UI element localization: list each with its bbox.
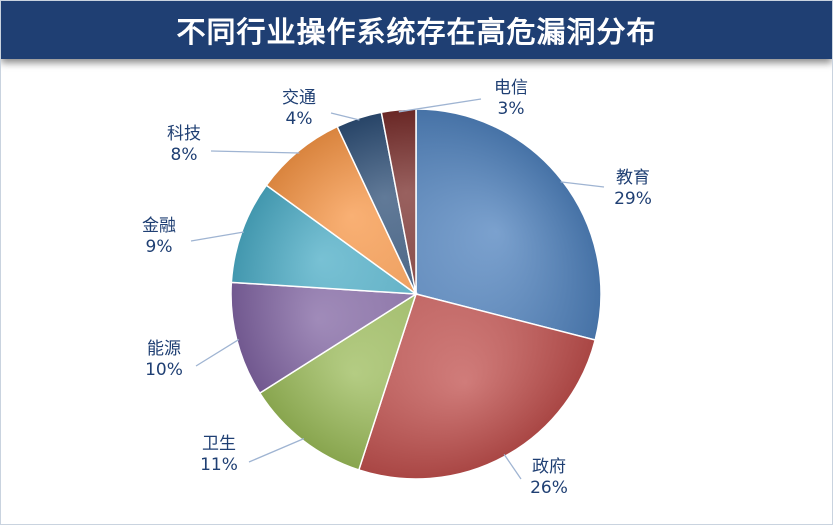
- pie-slice-教育: [415, 108, 602, 341]
- slice-label-name: 交通: [282, 88, 316, 108]
- slice-label-name: 电信: [494, 78, 528, 98]
- slice-label-name: 科技: [167, 124, 201, 144]
- leader-line-教育: [560, 181, 605, 188]
- slice-label-name: 教育: [616, 168, 650, 188]
- leader-line-电信: [398, 98, 482, 113]
- leader-line-交通: [330, 112, 360, 121]
- slice-label-name: 金融: [142, 216, 176, 236]
- leader-line-金融: [190, 231, 244, 242]
- title-bar: 不同行业操作系统存在高危漏洞分布: [1, 1, 832, 59]
- pie-slice-金融: [230, 184, 419, 295]
- slice-label-value: 3%: [498, 99, 525, 119]
- slice-label-name: 政府: [532, 457, 566, 477]
- leader-line-科技: [210, 150, 300, 154]
- slice-label-name: 能源: [147, 339, 181, 359]
- slice-label-value: 9%: [146, 237, 173, 257]
- slice-label-value: 26%: [530, 478, 568, 498]
- slice-label-value: 4%: [286, 109, 313, 129]
- leader-line-能源: [195, 338, 240, 367]
- leader-line-政府: [503, 453, 522, 480]
- pie-slice-科技: [265, 125, 417, 295]
- slice-label-name: 卫生: [202, 434, 236, 454]
- slice-label-value: 29%: [614, 189, 652, 209]
- slice-label-value: 11%: [200, 455, 238, 475]
- chart-title: 不同行业操作系统存在高危漏洞分布: [176, 15, 657, 49]
- slice-label-value: 10%: [145, 360, 183, 380]
- pie-slices: [230, 108, 602, 480]
- leader-lines: [190, 98, 605, 480]
- leader-line-卫生: [248, 438, 305, 463]
- pie-slice-卫生: [258, 292, 418, 471]
- slice-label-value: 8%: [171, 145, 198, 165]
